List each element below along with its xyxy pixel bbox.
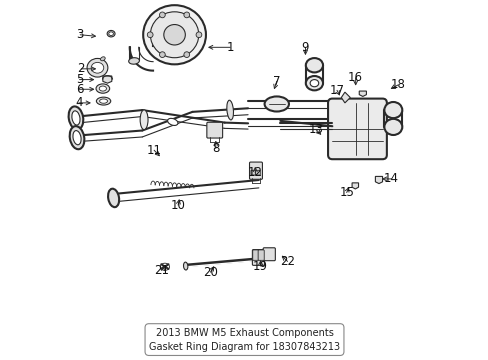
Text: 10: 10 bbox=[170, 199, 185, 212]
Ellipse shape bbox=[167, 118, 178, 125]
Text: 8: 8 bbox=[212, 142, 219, 155]
Ellipse shape bbox=[143, 5, 205, 64]
Text: 21: 21 bbox=[154, 264, 168, 277]
Ellipse shape bbox=[96, 84, 109, 93]
Text: 6: 6 bbox=[76, 83, 83, 96]
Ellipse shape bbox=[309, 80, 318, 87]
FancyBboxPatch shape bbox=[249, 162, 262, 179]
Text: 16: 16 bbox=[347, 71, 363, 84]
FancyBboxPatch shape bbox=[327, 99, 386, 159]
Ellipse shape bbox=[68, 107, 83, 130]
Ellipse shape bbox=[140, 110, 148, 130]
Ellipse shape bbox=[183, 52, 189, 58]
FancyBboxPatch shape bbox=[258, 250, 264, 260]
Ellipse shape bbox=[384, 102, 402, 118]
Text: 15: 15 bbox=[339, 186, 353, 199]
Text: 3: 3 bbox=[77, 28, 84, 41]
Ellipse shape bbox=[305, 58, 323, 72]
Ellipse shape bbox=[384, 119, 402, 135]
FancyBboxPatch shape bbox=[263, 248, 275, 261]
Polygon shape bbox=[102, 76, 112, 83]
Ellipse shape bbox=[91, 62, 103, 73]
Text: 22: 22 bbox=[280, 255, 294, 268]
Text: 11: 11 bbox=[146, 144, 162, 157]
Ellipse shape bbox=[196, 32, 202, 38]
Ellipse shape bbox=[183, 12, 189, 18]
FancyBboxPatch shape bbox=[252, 249, 264, 265]
FancyBboxPatch shape bbox=[206, 122, 222, 138]
Ellipse shape bbox=[72, 111, 80, 125]
Text: 14: 14 bbox=[383, 172, 398, 185]
Ellipse shape bbox=[69, 126, 84, 149]
FancyBboxPatch shape bbox=[255, 170, 260, 175]
Ellipse shape bbox=[159, 12, 165, 18]
Polygon shape bbox=[359, 91, 366, 96]
Text: 5: 5 bbox=[76, 73, 83, 86]
Ellipse shape bbox=[87, 58, 108, 77]
Text: 7: 7 bbox=[272, 75, 280, 88]
Ellipse shape bbox=[108, 32, 113, 36]
Text: 2013 BMW M5 Exhaust Components
Gasket Ring Diagram for 18307843213: 2013 BMW M5 Exhaust Components Gasket Ri… bbox=[149, 328, 339, 352]
Ellipse shape bbox=[107, 31, 115, 37]
Text: 2: 2 bbox=[78, 62, 85, 75]
Ellipse shape bbox=[150, 12, 198, 58]
Ellipse shape bbox=[101, 57, 105, 61]
Text: 18: 18 bbox=[390, 78, 405, 91]
Ellipse shape bbox=[100, 99, 107, 103]
Ellipse shape bbox=[96, 97, 110, 105]
Ellipse shape bbox=[147, 32, 153, 38]
Text: 12: 12 bbox=[247, 166, 262, 179]
Polygon shape bbox=[341, 92, 349, 103]
Ellipse shape bbox=[163, 24, 185, 45]
Text: 19: 19 bbox=[253, 260, 267, 273]
Text: 17: 17 bbox=[329, 84, 344, 97]
Ellipse shape bbox=[73, 131, 81, 145]
Ellipse shape bbox=[108, 189, 119, 207]
Ellipse shape bbox=[305, 76, 323, 90]
Text: 9: 9 bbox=[301, 41, 308, 54]
Polygon shape bbox=[375, 176, 382, 184]
FancyBboxPatch shape bbox=[250, 170, 255, 175]
Ellipse shape bbox=[99, 86, 106, 91]
Ellipse shape bbox=[264, 96, 288, 112]
FancyBboxPatch shape bbox=[252, 250, 258, 260]
Text: 13: 13 bbox=[308, 123, 323, 136]
Text: 1: 1 bbox=[226, 41, 233, 54]
Text: 4: 4 bbox=[75, 96, 82, 109]
Ellipse shape bbox=[226, 100, 233, 120]
Ellipse shape bbox=[128, 58, 139, 64]
Polygon shape bbox=[351, 183, 358, 189]
Text: 20: 20 bbox=[203, 266, 218, 279]
Ellipse shape bbox=[183, 262, 187, 270]
Ellipse shape bbox=[159, 52, 165, 58]
